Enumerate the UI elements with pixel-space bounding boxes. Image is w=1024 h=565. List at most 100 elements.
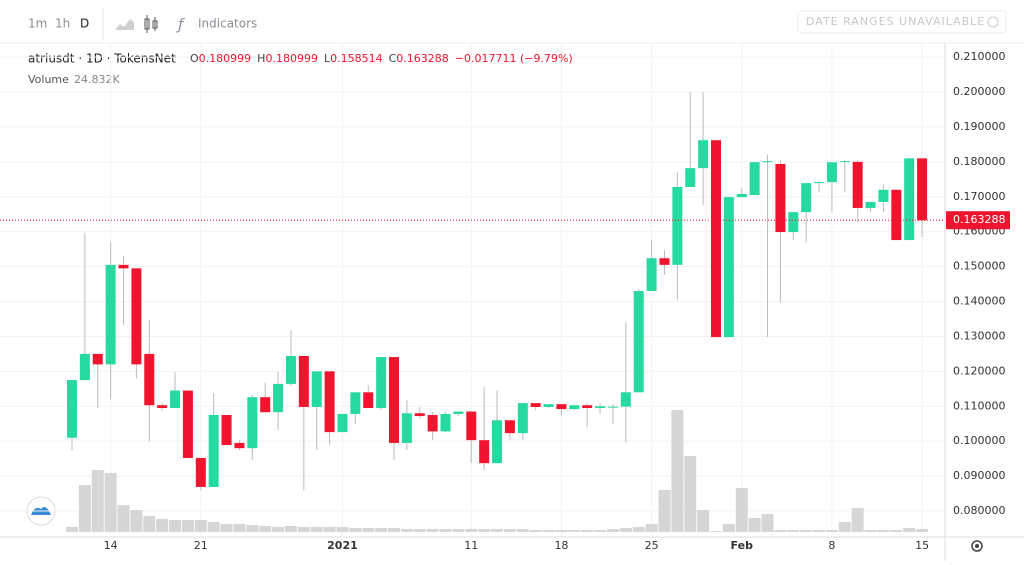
volume-value: 24.832K (74, 73, 120, 86)
volume-bar (697, 510, 710, 532)
date-ranges[interactable]: DATE RANGES UNAVAILABLE (806, 15, 985, 28)
candle-body (723, 197, 734, 338)
change: −0.017711 (−9.79%) (455, 52, 573, 65)
candle-body (852, 161, 863, 208)
candle-body (376, 357, 387, 409)
volume-bar (439, 529, 452, 532)
candle-body (337, 413, 348, 433)
ohlc-letter: O (190, 52, 199, 65)
candle-body (105, 264, 116, 365)
candle-body (736, 193, 747, 198)
y-tick-label: 0.100000 (953, 434, 1006, 447)
candle-body (208, 415, 219, 487)
y-tick-label: 0.140000 (953, 295, 1006, 308)
volume-bar (619, 528, 632, 532)
area-icon[interactable] (115, 19, 134, 30)
candle-body (762, 161, 773, 163)
volume-bar (323, 527, 336, 532)
candle-body (92, 353, 103, 365)
candle-body (698, 140, 709, 169)
volume-bar (117, 505, 130, 532)
ohlc-letter: C (389, 52, 397, 65)
y-tick-label: 0.200000 (953, 85, 1006, 98)
x-tick-label: 2021 (327, 539, 358, 552)
volume-bar (426, 529, 439, 532)
candle-body (144, 353, 155, 406)
candle-icon[interactable] (144, 15, 158, 33)
volume-bar (452, 529, 465, 532)
candle-body (247, 397, 258, 449)
volume-bar (555, 530, 568, 532)
info-icon[interactable] (987, 16, 999, 28)
volume-bar (220, 524, 233, 532)
last-price-tag (946, 211, 1010, 230)
volume-bar (104, 473, 117, 532)
candle-body (427, 415, 438, 432)
candle-body (569, 405, 580, 410)
interval[interactable]: 1m (28, 17, 47, 31)
volume-label: Volume (28, 73, 69, 86)
fx-icon[interactable]: ƒ (175, 16, 185, 34)
candle-body (620, 392, 631, 407)
candle-body (917, 158, 928, 221)
candle-body (517, 403, 528, 434)
candle-body (363, 392, 374, 409)
volume-bar (645, 524, 658, 532)
volume-bar (284, 526, 297, 532)
volume-bar (658, 490, 671, 532)
candle-body (118, 264, 129, 269)
ohlc-letter: L (324, 52, 331, 65)
candle-body (170, 390, 181, 409)
volume-bar (671, 410, 684, 532)
ohlc-value: 0.158514 (330, 52, 383, 65)
candle-body (285, 355, 296, 384)
volume-bar (838, 522, 851, 532)
candle-body (788, 212, 799, 233)
candle-body (440, 413, 451, 432)
volume-bar (890, 530, 903, 532)
x-tick-label: 21 (194, 539, 208, 552)
candle-body (543, 404, 554, 407)
candle-body (389, 357, 399, 443)
settings-icon[interactable] (971, 540, 983, 552)
date-range-box (797, 10, 1007, 34)
volume-bar (181, 520, 194, 532)
candle-body (685, 168, 696, 187)
candle-body (157, 405, 168, 409)
y-tick-label: 0.190000 (953, 120, 1006, 133)
volume-bar (529, 530, 542, 532)
candle-body (904, 158, 915, 241)
volume-bar (787, 530, 800, 532)
interval[interactable]: 1h (55, 17, 70, 31)
last-price-label: 0.163288 (953, 213, 1006, 226)
volume-bar (297, 527, 310, 532)
candle-body (131, 268, 142, 365)
candle-body (646, 258, 657, 292)
candle-body (530, 403, 541, 407)
x-tick-label: Feb (731, 539, 754, 552)
interval[interactable]: D (80, 17, 89, 31)
y-tick-label: 0.080000 (953, 504, 1006, 517)
candle-body (414, 413, 425, 417)
volume-bar (259, 526, 272, 532)
x-tick-label: 25 (645, 539, 659, 552)
volume-bar (336, 527, 349, 532)
candle-body (582, 405, 593, 409)
candle-body (504, 420, 515, 434)
volume-bar (568, 530, 581, 532)
candle-body (865, 202, 876, 208)
indicators-button[interactable]: Indicators (198, 17, 257, 31)
candle-body (633, 291, 644, 393)
x-tick-label: 11 (464, 539, 478, 552)
volume-bar (606, 529, 619, 532)
toolbar: 1m 1h D ƒ Indicators DATE RANGES UNAVAIL… (0, 8, 1024, 44)
volume-bar (272, 527, 285, 532)
volume-bar (400, 529, 413, 532)
candle-body (479, 440, 490, 464)
candle-body (711, 140, 721, 338)
y-tick-label: 0.120000 (953, 364, 1006, 377)
candle-body (749, 162, 760, 196)
ohlc-value: 0.163288 (396, 52, 449, 65)
volume-bar (465, 529, 478, 532)
